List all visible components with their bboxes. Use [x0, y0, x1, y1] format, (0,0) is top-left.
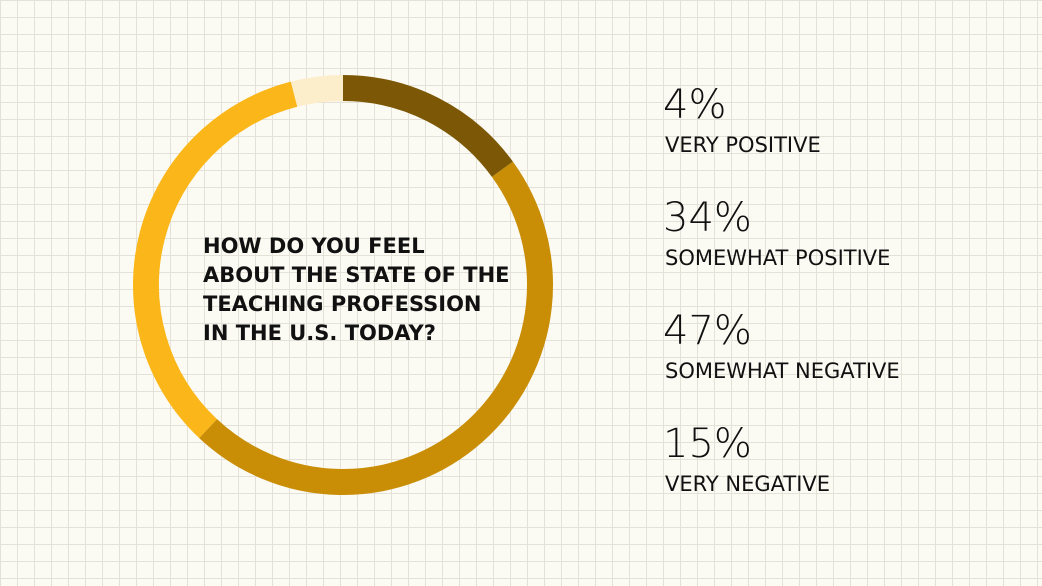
donut-segment	[290, 75, 344, 107]
donut-segment	[133, 81, 298, 439]
value-label: 4%	[663, 82, 726, 128]
donut-segment	[199, 161, 553, 495]
value-label: 34%	[663, 195, 752, 241]
value-label: 47%	[663, 308, 752, 354]
legend-label: VERY POSITIVE	[665, 133, 821, 157]
value-label: 15%	[663, 421, 752, 467]
chart-title: HOW DO YOU FEEL ABOUT THE STATE OF THE T…	[203, 234, 510, 345]
donut-segment	[342, 75, 513, 178]
legend-label: SOMEWHAT NEGATIVE	[665, 359, 900, 383]
legend-label: SOMEWHAT POSITIVE	[665, 246, 890, 270]
legend-label: VERY NEGATIVE	[665, 472, 830, 496]
